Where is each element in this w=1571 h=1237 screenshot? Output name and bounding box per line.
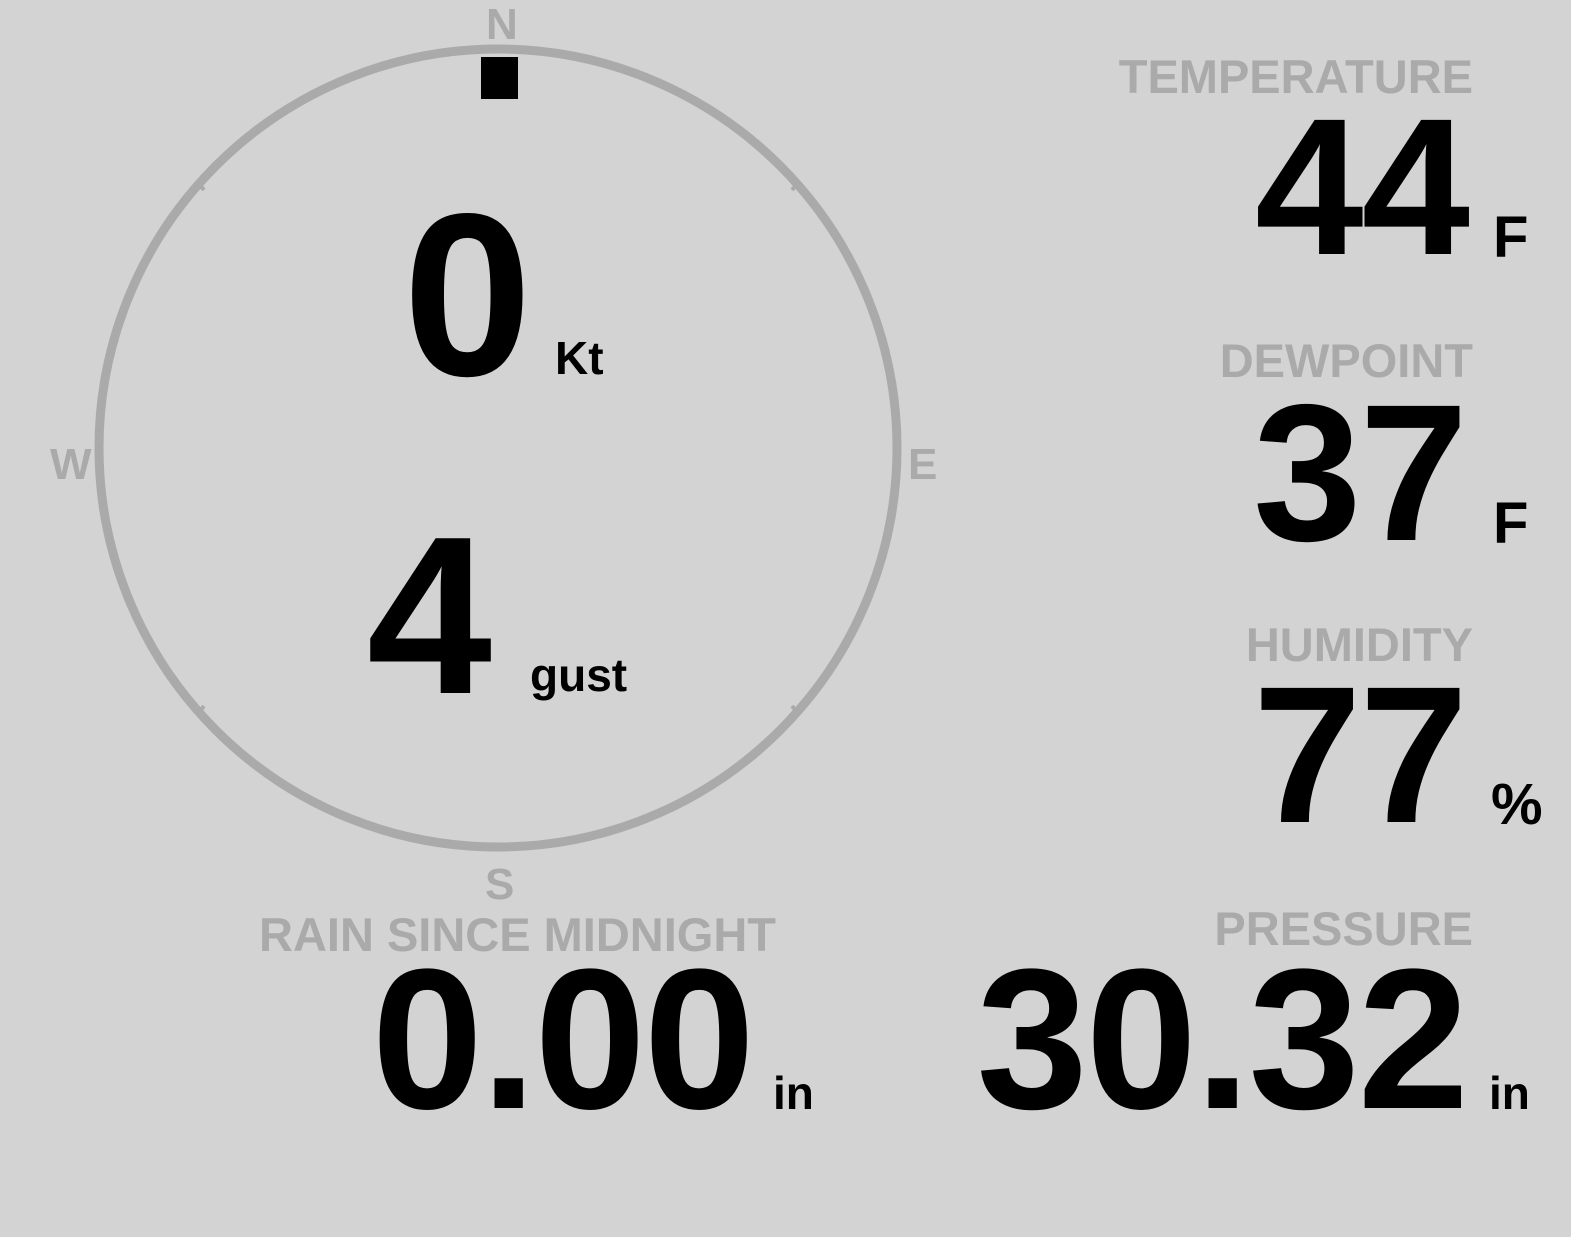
dewpoint-unit: F <box>1493 491 1529 556</box>
compass-ring <box>94 44 902 852</box>
wind-direction-marker <box>481 57 518 99</box>
humidity-unit: % <box>1491 772 1543 837</box>
rain-unit: in <box>773 1067 814 1119</box>
pressure-unit: in <box>1489 1067 1530 1119</box>
dewpoint-value: 37 <box>1253 364 1468 582</box>
temperature-unit: F <box>1493 205 1529 270</box>
compass-north-label: N <box>486 0 518 49</box>
wind-speed-unit: Kt <box>555 332 604 384</box>
wind-gust-unit: gust <box>530 649 628 701</box>
temperature-label: TEMPERATURE <box>1118 50 1473 103</box>
temperature-value: 44 <box>1255 78 1470 296</box>
pressure-value: 30.32 <box>976 928 1469 1151</box>
rain-value: 0.00 <box>371 928 755 1151</box>
humidity-value: 77 <box>1253 646 1468 864</box>
compass-south-label: S <box>485 860 515 909</box>
humidity-label: HUMIDITY <box>1245 618 1473 671</box>
compass-west-label: W <box>50 440 92 489</box>
wind-gust-value: 4 <box>366 489 492 741</box>
wind-speed-value: 0 <box>402 166 532 425</box>
dewpoint-label: DEWPOINT <box>1219 334 1473 387</box>
rain-label: RAIN SINCE MIDNIGHT <box>259 908 776 961</box>
compass-ticks <box>198 183 798 713</box>
compass-east-label: E <box>908 440 938 489</box>
pressure-label: PRESSURE <box>1214 902 1473 955</box>
